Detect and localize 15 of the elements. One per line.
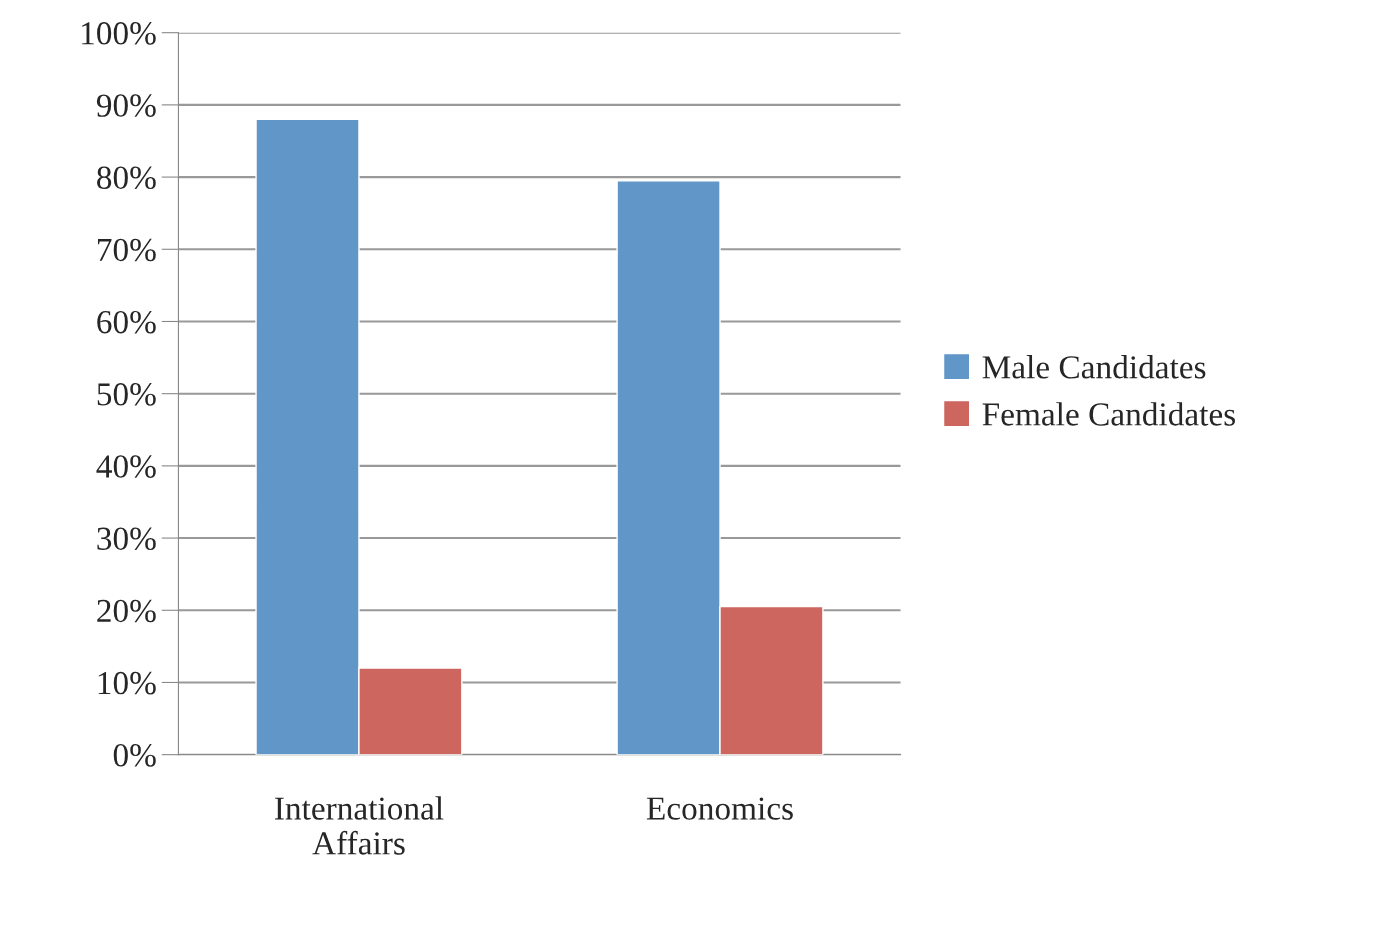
y-tick-label: 70% [98, 238, 156, 262]
x-tick-label: Economics [646, 797, 793, 820]
x-tick-label: International Affairs [275, 796, 444, 855]
y-tick-label: 40% [96, 455, 156, 478]
legend-label: Male Candidates [982, 355, 1206, 379]
y-tick-label: 10% [98, 671, 156, 695]
y-tick-label: 90% [96, 94, 156, 117]
y-tick-label: 100% [82, 22, 156, 45]
legend-label: Female Candidates [982, 402, 1235, 426]
y-tick-label: 50% [97, 383, 156, 406]
y-tick-label: 20% [97, 599, 156, 623]
y-tick-label: 0% [113, 744, 156, 767]
y-tick-label: 60% [97, 310, 156, 334]
y-tick-label: 30% [97, 527, 156, 551]
y-tick-label: 80% [97, 166, 156, 190]
